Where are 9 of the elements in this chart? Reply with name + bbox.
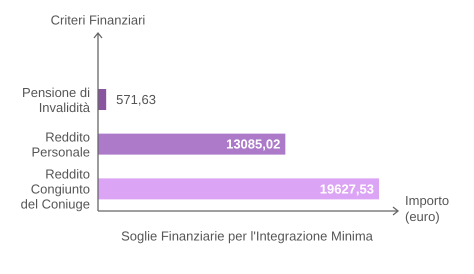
data-label: 19627,53 [320, 181, 374, 196]
data-label: 13085,02 [226, 136, 280, 152]
data-label: 571,63 [116, 92, 156, 107]
text: Soglie Finanziarie per l'Integrazione Minima [121, 228, 374, 244]
x-axis-title: Importo (euro) [405, 193, 450, 224]
y-tick-label: Pensione di Invalidità [22, 84, 91, 114]
y-tick-label: Reddito Congiunto del Coniuge [20, 166, 90, 212]
y-axis-title: Criteri Finanziari [50, 12, 146, 28]
y-tick-label: Reddito Personale [31, 129, 90, 159]
